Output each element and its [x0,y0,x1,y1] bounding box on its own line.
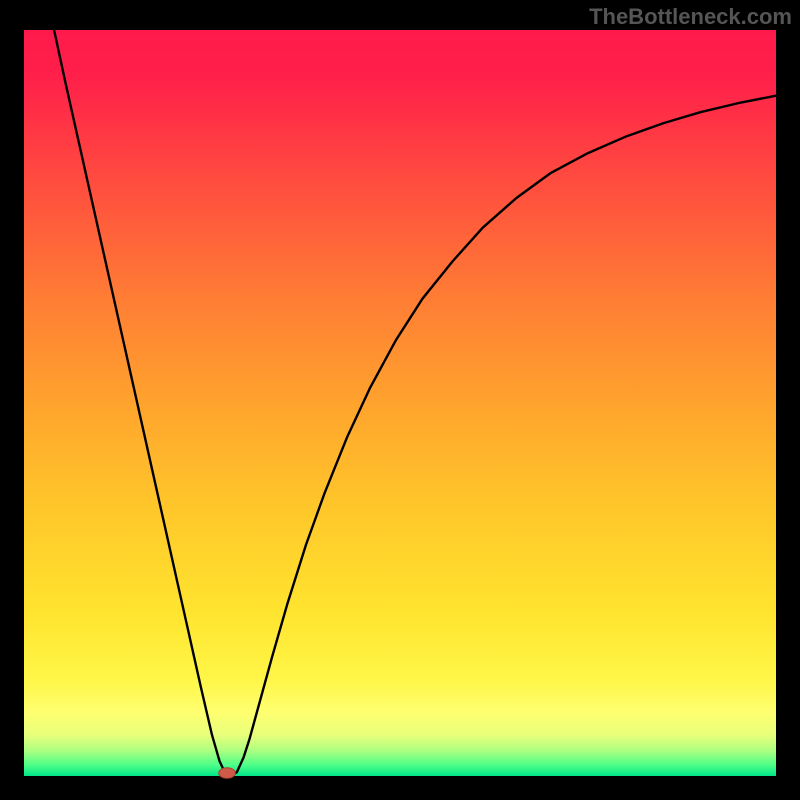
attribution-label: TheBottleneck.com [589,4,792,30]
chart-container: TheBottleneck.com [0,0,800,800]
bottleneck-chart [0,0,800,800]
